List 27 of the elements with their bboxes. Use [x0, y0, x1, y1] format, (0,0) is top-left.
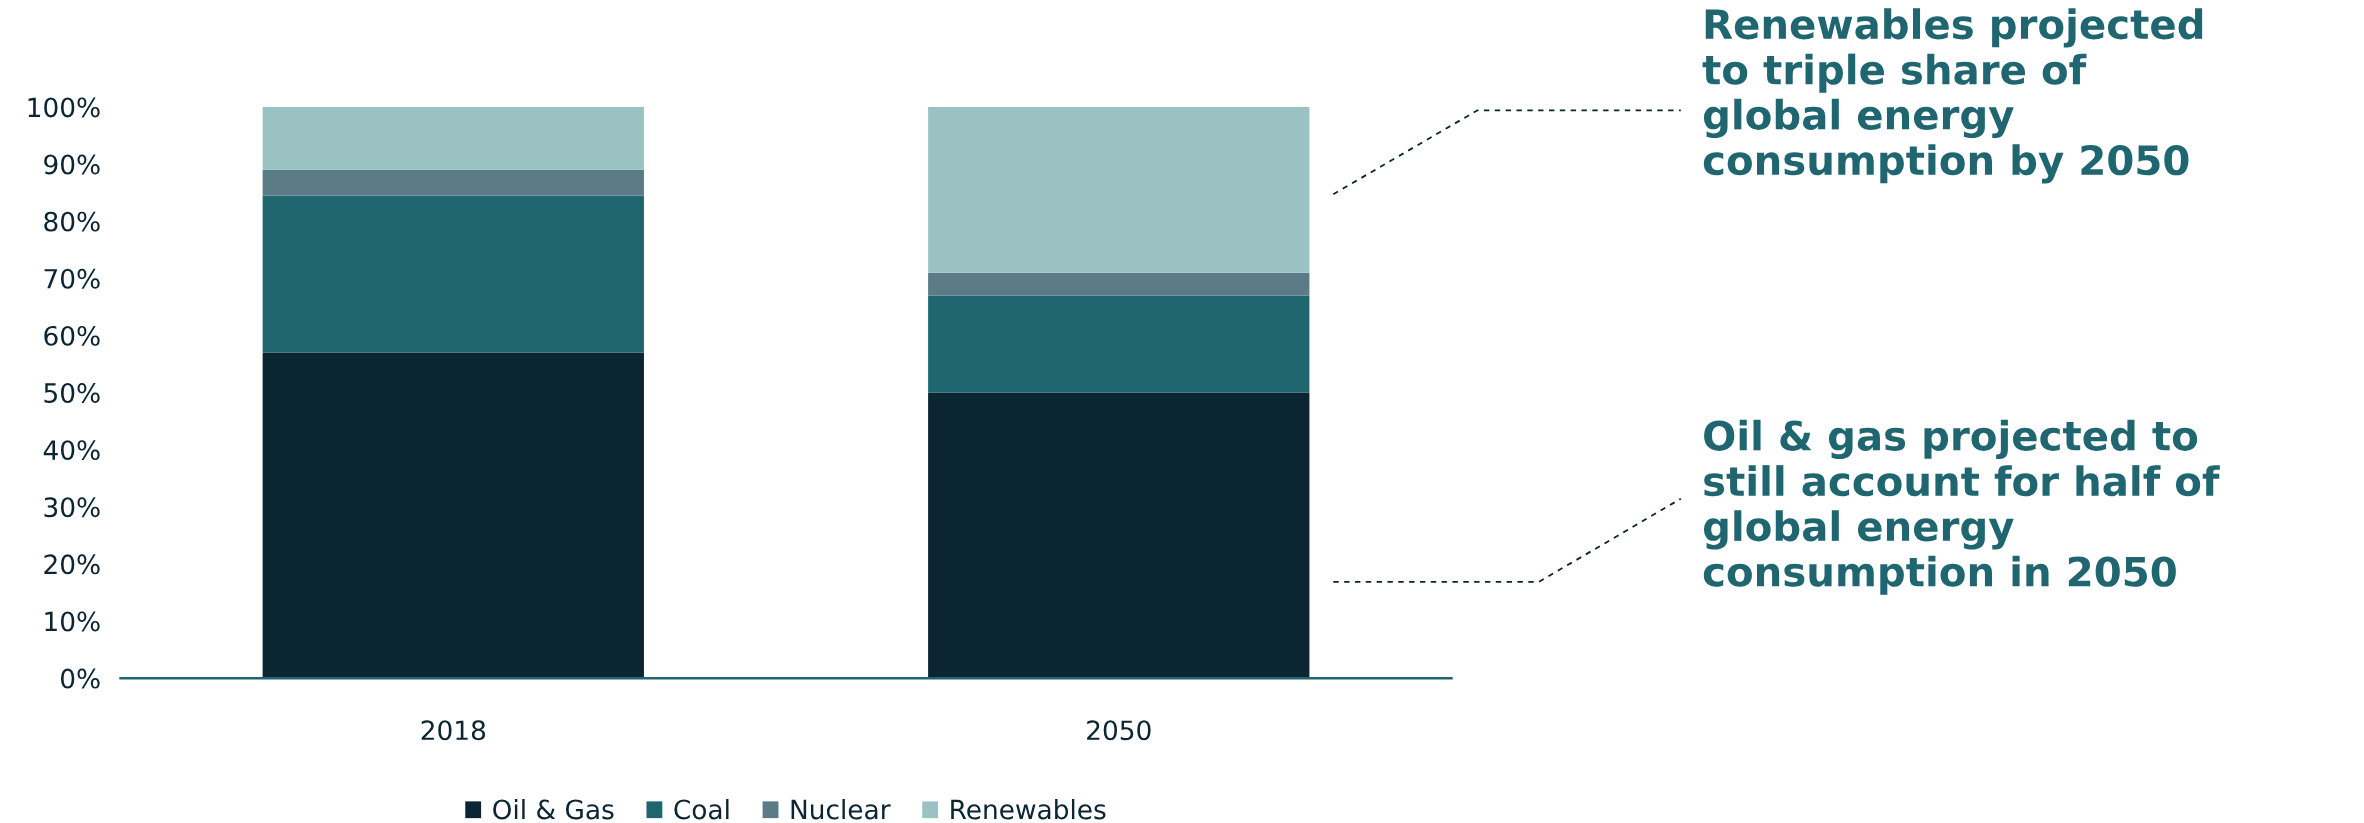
- y-tick-label: 0%: [61, 668, 100, 689]
- text: Renewables projected to triple share of global energy consumption by 2050: [1702, 8, 2203, 184]
- y-tick-label: 10%: [45, 611, 100, 632]
- bar: [262, 352, 644, 679]
- bar: [928, 295, 1310, 393]
- legend-label: Oil & Gas: [493, 799, 614, 820]
- bar: [928, 392, 1310, 679]
- legend-label: Nuclear: [791, 799, 891, 820]
- y-tick-label: 30%: [44, 497, 100, 518]
- y-tick-label: 50%: [44, 383, 100, 403]
- y-tick-label: 20%: [44, 554, 100, 575]
- bar: [262, 195, 644, 353]
- bar: [262, 106, 644, 170]
- x-tick-label: 2050: [1087, 720, 1151, 741]
- y-tick-label: 60%: [44, 325, 100, 346]
- legend-label: Coal: [674, 799, 729, 820]
- y-tick-label: 90%: [44, 154, 100, 175]
- text: Oil & gas projected to still account for half of global energy consumption in 2050: [1703, 419, 2220, 595]
- y-tick-label: 70%: [44, 268, 100, 289]
- y-tick-label: 80%: [44, 211, 100, 232]
- x-tick-label: 2018: [421, 720, 486, 741]
- y-tick-label: 100%: [28, 97, 100, 118]
- legend-label: Renewables: [951, 799, 1106, 820]
- y-tick-label: 40%: [43, 440, 100, 461]
- bar: [262, 169, 644, 196]
- bar: [928, 272, 1310, 296]
- bar: [928, 106, 1310, 273]
